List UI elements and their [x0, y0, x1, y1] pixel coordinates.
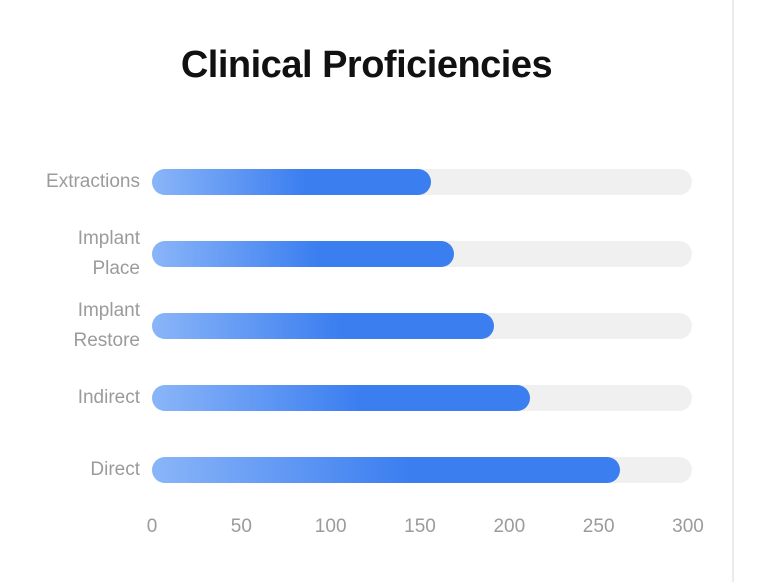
bar-track: [152, 457, 692, 483]
bar-fill[interactable]: [152, 169, 431, 195]
bar-track: [152, 169, 692, 195]
right-divider-line: [732, 0, 734, 582]
category-label: Implant Place: [0, 218, 140, 290]
bar-track: [152, 313, 692, 339]
bar-fill[interactable]: [152, 385, 530, 411]
bar-row: Indirect: [0, 362, 733, 434]
category-label: Direct: [0, 434, 140, 506]
x-tick-label: 50: [230, 516, 252, 537]
bar-track: [152, 385, 692, 411]
category-label-line: Implant: [77, 228, 140, 249]
x-tick-label: 100: [314, 516, 347, 537]
bar-row: Direct: [0, 434, 733, 506]
category-label: Implant Restore: [0, 290, 140, 362]
bar-fill[interactable]: [152, 457, 620, 483]
bar-row: Implant Place: [0, 218, 733, 290]
x-tick-label: 0: [146, 516, 158, 537]
category-label: Extractions: [0, 146, 140, 218]
bar-fill[interactable]: [152, 241, 454, 267]
category-label-line: Place: [92, 258, 140, 279]
category-label-line: Restore: [73, 330, 140, 351]
bar-track: [152, 241, 692, 267]
category-label-line: Direct: [90, 459, 140, 480]
bar-row: Extractions: [0, 146, 733, 218]
x-tick-label: 150: [404, 516, 436, 537]
category-label-line: Indirect: [77, 387, 140, 408]
x-tick-label: 250: [582, 516, 615, 537]
category-label-line: Extractions: [46, 171, 140, 192]
category-label: Indirect: [0, 362, 140, 434]
bar-fill[interactable]: [152, 313, 494, 339]
x-tick-label: 300: [672, 516, 704, 537]
x-tick-label: 200: [493, 516, 526, 537]
chart-title: Clinical Proficiencies: [180, 44, 553, 87]
bar-row: Implant Restore: [0, 290, 733, 362]
category-label-line: Implant: [77, 300, 140, 321]
